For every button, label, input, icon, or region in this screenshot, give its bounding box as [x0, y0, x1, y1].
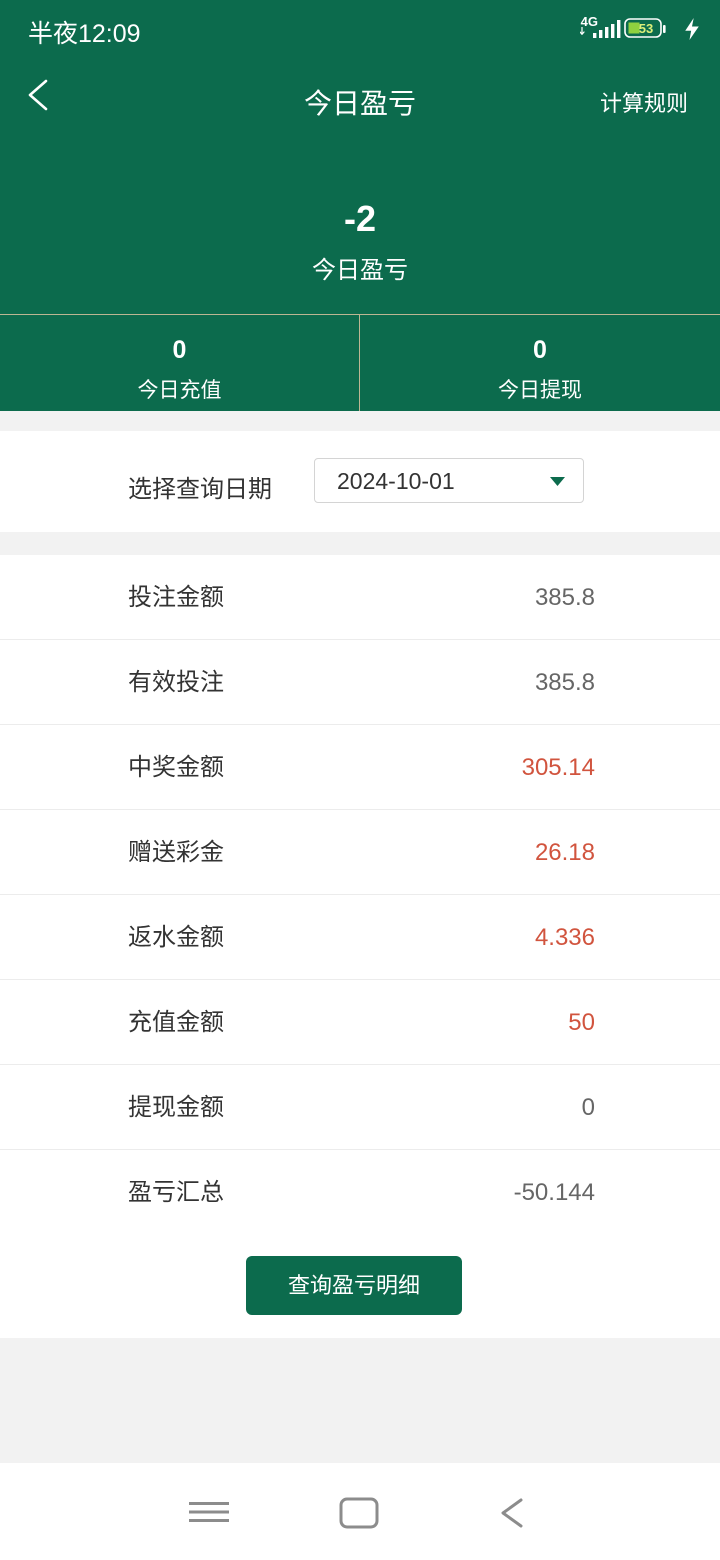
svg-text:53: 53: [639, 21, 653, 36]
